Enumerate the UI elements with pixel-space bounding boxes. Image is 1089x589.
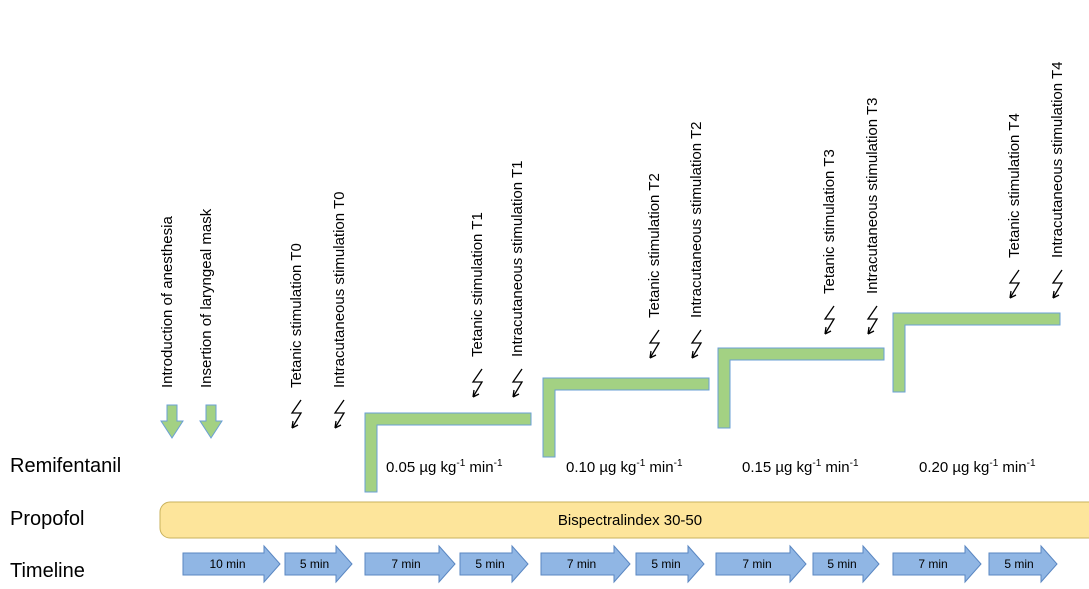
timeline-label: 5 min <box>651 557 680 571</box>
event-label: Insertion of laryngeal mask <box>198 208 215 388</box>
dose-text: min <box>645 459 673 476</box>
dose-exponent: -1 <box>456 458 465 469</box>
event-label: Intracutaneous stimulation T3 <box>864 97 881 294</box>
event-label: Tetanic stimulation T3 <box>821 149 838 294</box>
timeline-arrow <box>715 544 807 584</box>
timeline-arrow <box>459 544 529 584</box>
dose-exponent: -1 <box>674 458 683 469</box>
event-label: Intracutaneous stimulation T2 <box>688 121 705 318</box>
dose-text: min <box>821 459 849 476</box>
stimulus-icon <box>333 399 346 429</box>
stimulus-icon <box>290 399 303 429</box>
dose-exponent: -1 <box>1027 458 1036 469</box>
stimulus-icon <box>823 305 836 335</box>
timeline-label: 5 min <box>300 557 329 571</box>
down-arrow <box>160 404 184 439</box>
remifentanil-step <box>717 347 885 429</box>
timeline-label: 5 min <box>475 557 504 571</box>
dose-exponent: -1 <box>989 458 998 469</box>
dose-label: 0.05 µg kg-1 min-1 <box>386 458 503 476</box>
propofol-bar <box>159 501 1089 539</box>
timeline-label: 7 min <box>918 557 947 571</box>
timeline-arrow <box>892 544 982 584</box>
stimulus-icon <box>648 329 661 359</box>
dose-label: 0.15 µg kg-1 min-1 <box>742 458 859 476</box>
dose-label: 0.20 µg kg-1 min-1 <box>919 458 1036 476</box>
event-label: Tetanic stimulation T0 <box>288 243 305 388</box>
dose-exponent: -1 <box>494 458 503 469</box>
dose-text: 0.10 µg kg <box>566 459 636 476</box>
event-label: Tetanic stimulation T4 <box>1006 113 1023 258</box>
dose-text: 0.05 µg kg <box>386 459 456 476</box>
stimulus-icon <box>511 368 524 398</box>
timeline-label: 5 min <box>1004 557 1033 571</box>
stimulus-icon <box>1051 269 1064 299</box>
timeline-label: 7 min <box>567 557 596 571</box>
timeline-label: 10 min <box>209 557 245 571</box>
timeline-label: 7 min <box>742 557 771 571</box>
timeline-label: 7 min <box>391 557 420 571</box>
down-arrow <box>199 404 223 439</box>
timeline-arrow <box>284 544 353 584</box>
stimulus-icon <box>690 329 703 359</box>
remifentanil-step <box>364 412 532 493</box>
row-label: Remifentanil <box>10 455 121 477</box>
timeline-arrow <box>635 544 705 584</box>
timeline-arrow <box>540 544 631 584</box>
stimulus-icon <box>471 368 484 398</box>
dose-exponent: -1 <box>850 458 859 469</box>
remifentanil-step <box>892 312 1061 393</box>
stimulus-icon <box>866 305 879 335</box>
dose-text: 0.20 µg kg <box>919 459 989 476</box>
event-label: Tetanic stimulation T2 <box>646 173 663 318</box>
event-label: Intracutaneous stimulation T0 <box>331 191 348 388</box>
event-label: Intracutaneous stimulation T4 <box>1049 61 1066 258</box>
row-label: Propofol <box>10 508 85 530</box>
timeline-arrow <box>364 544 456 584</box>
propofol-label: Bispectralindex 30-50 <box>558 512 702 529</box>
timeline-arrow <box>182 544 281 584</box>
dose-exponent: -1 <box>636 458 645 469</box>
dose-text: min <box>465 459 493 476</box>
timeline-label: 5 min <box>827 557 856 571</box>
timeline-arrow <box>988 544 1058 584</box>
stimulus-icon <box>1008 269 1021 299</box>
dose-text: min <box>998 459 1026 476</box>
dose-label: 0.10 µg kg-1 min-1 <box>566 458 683 476</box>
dose-text: 0.15 µg kg <box>742 459 812 476</box>
row-label: Timeline <box>10 560 85 582</box>
remifentanil-step <box>542 377 710 458</box>
event-label: Intracutaneous stimulation T1 <box>509 160 526 357</box>
event-label: Introduction of anesthesia <box>159 216 176 388</box>
timeline-arrow <box>812 544 880 584</box>
event-label: Tetanic stimulation T1 <box>469 212 486 357</box>
dose-exponent: -1 <box>812 458 821 469</box>
